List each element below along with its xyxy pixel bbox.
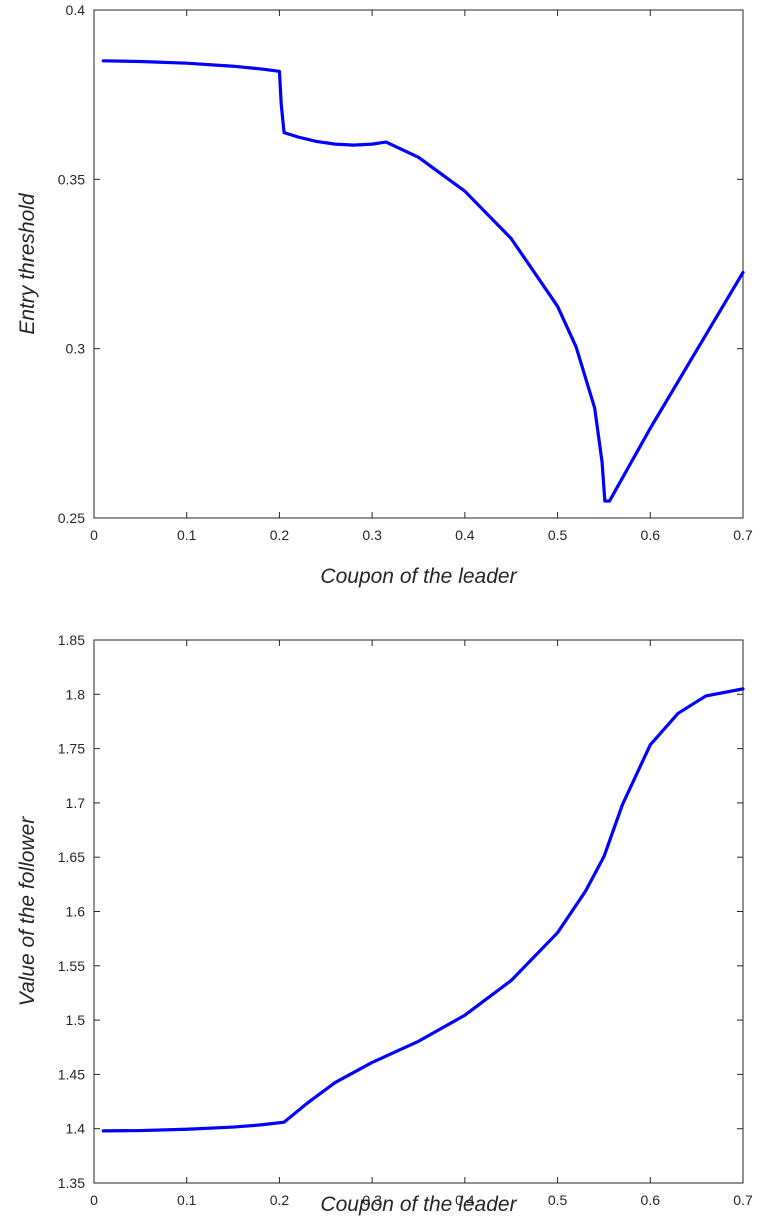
- follower-value-y-tick-label: 1.85: [58, 632, 85, 648]
- entry-threshold-x-tick-label: 0: [90, 527, 98, 543]
- follower-value-series-line: [101, 687, 745, 1133]
- follower-value-y-tick-label: 1.55: [58, 958, 85, 974]
- follower-value-y-tick-label: 1.45: [58, 1066, 85, 1082]
- follower-value-x-tick-label: 0.2: [270, 1192, 290, 1208]
- follower-value-x-axis-label: Coupon of the leader: [320, 1193, 517, 1216]
- entry-threshold-x-tick-label: 0.1: [177, 527, 197, 543]
- entry-threshold-y-tick-label: 0.25: [58, 510, 85, 526]
- follower-value-y-tick-label: 1.75: [58, 741, 85, 757]
- follower-value-y-tick-label: 1.8: [66, 686, 86, 702]
- entry-threshold-axes-box: [93, 9, 744, 519]
- entry-threshold-y-tick-label: 0.35: [58, 171, 85, 187]
- follower-value-x-tick-label: 0.6: [641, 1192, 661, 1208]
- follower-value-chart: 0 0.1 0.2 0.3 0.4 0.5 0.6 0.7 1.35 1.4 1.45 1.5 1.55…: [16, 632, 753, 1216]
- entry-threshold-y-tick-label: 0.4: [66, 2, 86, 18]
- entry-threshold-x-tick-label: 0.7: [733, 527, 753, 543]
- entry-threshold-chart: 0 0.1 0.2 0.3 0.4 0.5 0.6 0.7 0.25 0.3 0.35 0.4 Coup…: [16, 2, 753, 588]
- entry-threshold-x-tick-label: 0.4: [455, 527, 475, 543]
- follower-value-x-tick-label: 0.3: [362, 1192, 382, 1208]
- entry-threshold-x-tick-label: 0.5: [548, 527, 568, 543]
- entry-threshold-y-tick-label: 0.3: [66, 341, 86, 357]
- entry-threshold-x-tick-label: 0.6: [641, 527, 661, 543]
- follower-value-y-tick-label: 1.5: [66, 1012, 86, 1028]
- follower-value-y-tick-label: 1.4: [66, 1121, 86, 1137]
- entry-threshold-x-tick-label: 0.3: [362, 527, 382, 543]
- entry-threshold-series-line: [101, 59, 745, 503]
- entry-threshold-x-tick-label: 0.2: [270, 527, 290, 543]
- follower-value-axes-box: [93, 639, 744, 1184]
- follower-value-y-axis-label: Value of the follower: [16, 816, 39, 1007]
- follower-value-x-tick-label: 0.5: [548, 1192, 568, 1208]
- follower-value-x-tick-label: 0.1: [177, 1192, 197, 1208]
- follower-value-y-tick-label: 1.35: [58, 1175, 85, 1191]
- follower-value-x-tick-label: 0.7: [733, 1192, 753, 1208]
- entry-threshold-x-axis-label: Coupon of the leader: [320, 565, 517, 588]
- follower-value-y-tick-label: 1.6: [66, 904, 86, 920]
- follower-value-x-tick-label: 0: [90, 1192, 98, 1208]
- follower-value-y-tick-label: 1.65: [58, 849, 85, 865]
- follower-value-x-tick-label: 0.4: [455, 1192, 475, 1208]
- follower-value-y-tick-label: 1.7: [66, 795, 86, 811]
- entry-threshold-y-axis-label: Entry threshold: [16, 192, 39, 335]
